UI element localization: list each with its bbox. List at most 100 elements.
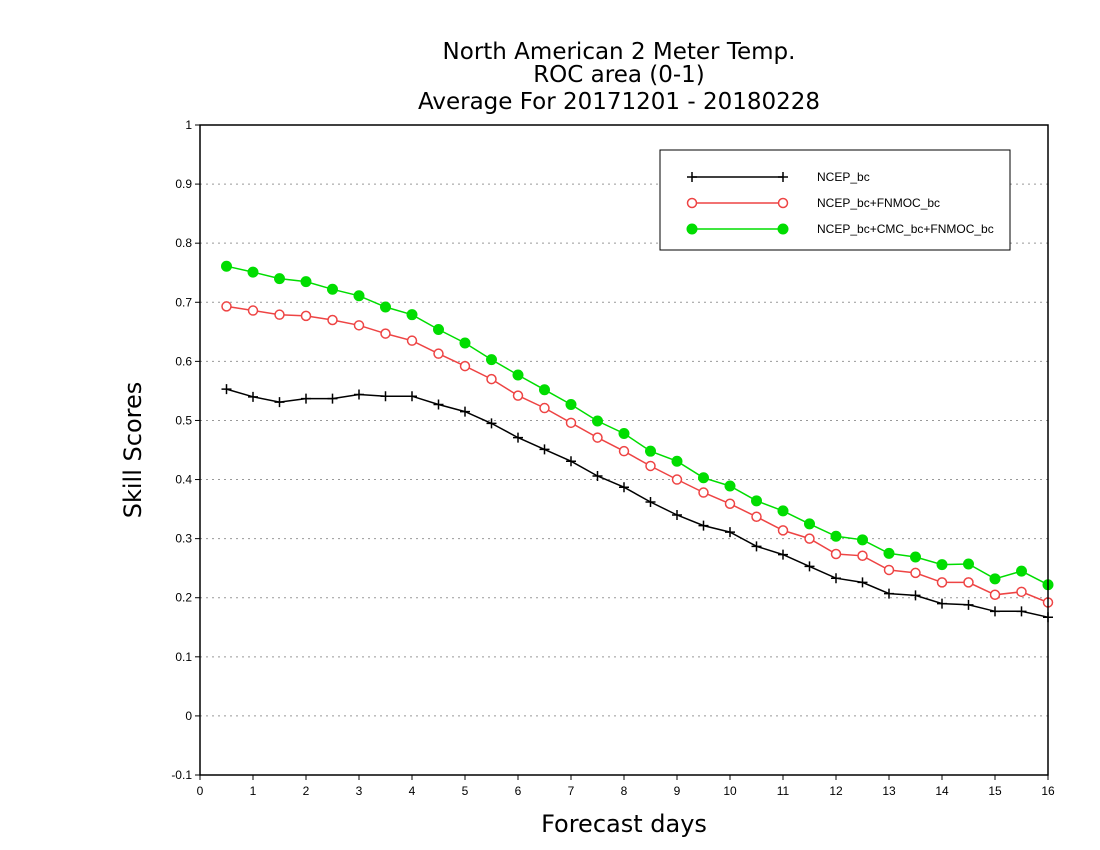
data-point — [830, 530, 842, 542]
data-point — [406, 309, 418, 321]
data-point — [619, 482, 629, 493]
legend-item-3: NCEP_bc+CMC_bc+FNMOC_bc — [686, 222, 994, 236]
data-point — [1016, 606, 1027, 617]
data-point — [592, 415, 603, 427]
x-tick-label: 11 — [777, 784, 790, 798]
y-tick-label: 0.8 — [175, 236, 192, 250]
data-point — [777, 197, 789, 209]
data-point — [565, 399, 577, 410]
x-tick-label: 8 — [621, 784, 628, 798]
x-tick-label: 13 — [882, 784, 896, 798]
x-tick-label: 9 — [674, 784, 681, 798]
data-point — [380, 301, 391, 313]
data-point — [936, 559, 948, 571]
data-point — [687, 172, 697, 182]
data-point — [910, 551, 921, 563]
y-tick-label: 0.1 — [175, 650, 192, 664]
y-tick-label: 1 — [185, 118, 192, 132]
data-point — [645, 460, 656, 472]
data-point — [963, 599, 974, 610]
series-line — [226, 265, 1049, 586]
legend-label: NCEP_bc — [817, 170, 870, 184]
data-point — [327, 283, 338, 295]
data-point — [274, 397, 285, 408]
x-tick-label: 7 — [568, 784, 575, 798]
data-point — [221, 260, 232, 272]
data-point — [777, 505, 789, 517]
data-point — [777, 525, 789, 536]
data-point — [857, 550, 868, 562]
y-tick-label: 0.2 — [175, 591, 192, 605]
data-point — [751, 541, 762, 552]
data-point — [327, 393, 338, 404]
data-point — [883, 547, 895, 559]
data-point — [300, 310, 312, 322]
data-point — [539, 384, 550, 396]
data-point — [247, 305, 259, 316]
data-point — [354, 389, 364, 400]
data-point — [301, 393, 311, 404]
data-point — [671, 474, 683, 485]
chart-title-line-3: Average For 20171201 - 20180228 — [418, 89, 820, 115]
data-point — [566, 456, 576, 467]
data-point — [751, 511, 762, 523]
data-point — [857, 534, 868, 546]
data-point — [698, 487, 709, 498]
data-point — [1016, 586, 1027, 598]
x-tick-label: 14 — [935, 784, 949, 798]
series-2 — [221, 301, 1054, 608]
data-point — [459, 360, 471, 372]
data-point — [274, 273, 285, 285]
legend: NCEP_bc NCEP_bc+FNMOC_bc NCEP_bc+CMC_bc+FN… — [659, 149, 1011, 251]
data-point — [724, 498, 736, 510]
data-point — [353, 290, 365, 302]
data-point — [804, 561, 815, 572]
data-point — [804, 518, 815, 530]
data-point — [725, 527, 735, 538]
legend-item-1: NCEP_bc — [687, 170, 870, 184]
data-point — [327, 314, 338, 326]
y-tick-label: 0.3 — [175, 532, 192, 546]
data-point — [884, 588, 894, 599]
x-tick-label: 5 — [462, 784, 469, 798]
data-point — [221, 301, 232, 312]
x-axis: 0 1 2 3 4 5 6 7 8 9 10 11 12 13 14 15 16 — [197, 775, 1055, 798]
data-point — [671, 455, 683, 467]
data-point — [857, 577, 868, 588]
data-point — [936, 577, 948, 588]
y-tick-label: -0.1 — [171, 768, 192, 782]
data-point — [512, 369, 524, 381]
legend-box — [659, 149, 1011, 251]
data-point — [804, 533, 815, 544]
data-point — [910, 567, 921, 579]
data-point — [963, 577, 974, 588]
series-layer — [221, 260, 1054, 623]
data-point — [751, 495, 762, 507]
data-point — [565, 417, 577, 429]
data-point — [618, 445, 630, 457]
data-point — [724, 480, 736, 492]
data-point — [433, 348, 444, 359]
legend-label: NCEP_bc+CMC_bc+FNMOC_bc — [817, 222, 994, 236]
data-point — [486, 354, 497, 366]
data-point — [539, 402, 550, 414]
series-line — [226, 388, 1049, 618]
data-point — [380, 328, 391, 339]
data-point — [433, 323, 444, 335]
x-tick-label: 6 — [515, 784, 522, 798]
data-point — [777, 223, 789, 235]
data-point — [645, 445, 656, 457]
data-point — [778, 549, 788, 560]
data-point — [513, 432, 523, 443]
data-point — [460, 406, 470, 417]
data-point — [963, 558, 974, 570]
data-point — [353, 320, 365, 331]
data-point — [831, 573, 841, 584]
legend-item-2: NCEP_bc+FNMOC_bc — [686, 196, 940, 210]
x-tick-label: 12 — [829, 784, 843, 798]
data-point — [645, 497, 656, 507]
x-tick-label: 0 — [197, 784, 204, 798]
data-point — [592, 432, 603, 443]
data-point — [686, 197, 698, 209]
